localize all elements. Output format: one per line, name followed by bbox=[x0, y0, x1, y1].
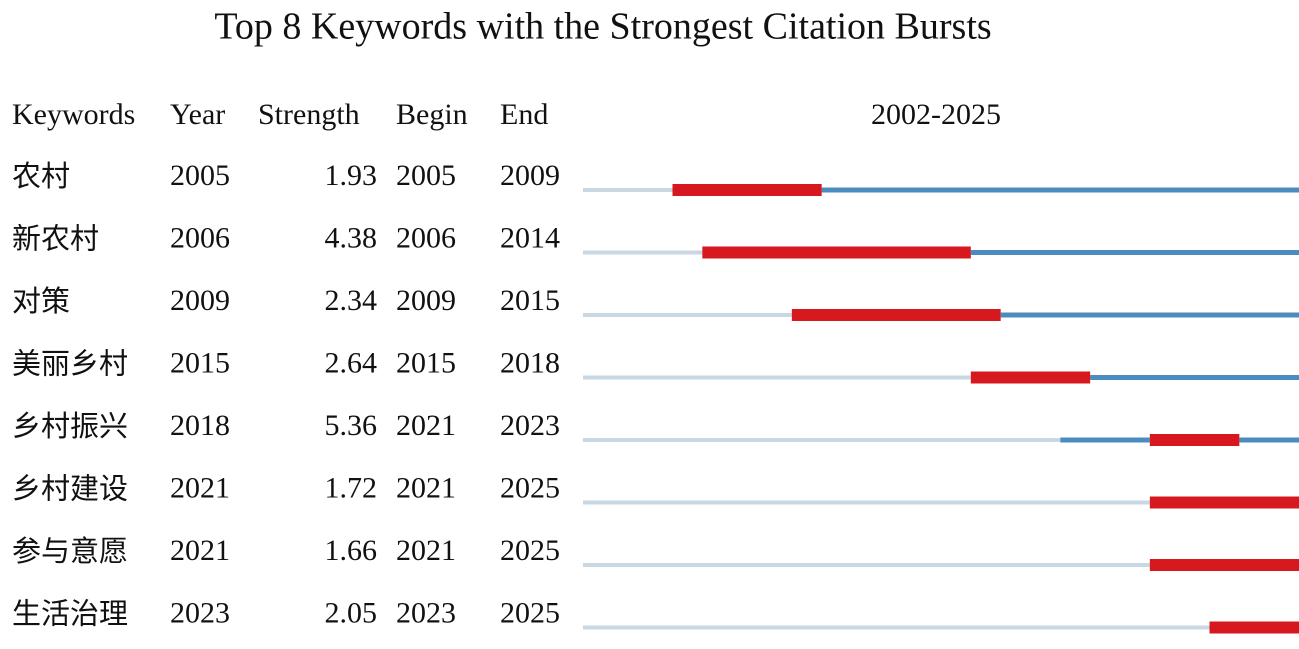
keyword-label: 参与意愿 bbox=[12, 534, 128, 568]
strength-label: 1.72 bbox=[325, 471, 378, 504]
strength-label: 4.38 bbox=[325, 221, 378, 254]
year-label: 2023 bbox=[170, 596, 230, 629]
column-header: Strength bbox=[258, 98, 360, 131]
keyword-label: 农村 bbox=[12, 159, 70, 193]
column-header: End bbox=[500, 98, 548, 131]
keyword-label: 乡村振兴 bbox=[12, 409, 128, 443]
begin-label: 2023 bbox=[396, 596, 456, 629]
begin-label: 2006 bbox=[396, 221, 456, 254]
year-label: 2009 bbox=[170, 284, 230, 317]
begin-label: 2021 bbox=[396, 471, 456, 504]
column-header: Year bbox=[170, 98, 225, 131]
strength-label: 2.34 bbox=[325, 284, 378, 317]
active-period bbox=[1090, 375, 1299, 380]
year-label: 2021 bbox=[170, 471, 230, 504]
burst-bar bbox=[1149, 496, 1299, 509]
keyword-label: 生活治理 bbox=[12, 597, 128, 631]
strength-label: 2.64 bbox=[325, 346, 378, 379]
begin-label: 2009 bbox=[396, 284, 456, 317]
keyword-label: 对策 bbox=[12, 284, 70, 318]
end-label: 2014 bbox=[500, 221, 560, 254]
pre-period bbox=[583, 625, 1210, 630]
strength-label: 1.66 bbox=[325, 534, 378, 567]
burst-bar bbox=[702, 246, 971, 259]
begin-label: 2015 bbox=[396, 346, 456, 379]
year-label: 2006 bbox=[170, 221, 230, 254]
active-period bbox=[1239, 437, 1299, 443]
begin-label: 2021 bbox=[396, 534, 456, 567]
burst-bar bbox=[970, 371, 1091, 384]
year-label: 2005 bbox=[170, 159, 230, 192]
keyword-label: 乡村建设 bbox=[12, 472, 128, 506]
active-period bbox=[970, 250, 1299, 255]
column-header: Begin bbox=[396, 98, 468, 131]
strength-label: 2.05 bbox=[325, 596, 378, 629]
active-period bbox=[1060, 437, 1150, 443]
burst-bar bbox=[1209, 621, 1299, 634]
pre-period bbox=[583, 438, 1061, 442]
keyword-label: 美丽乡村 bbox=[12, 347, 128, 381]
end-label: 2009 bbox=[500, 159, 560, 192]
pre-period bbox=[583, 188, 673, 192]
burst-bar bbox=[1149, 559, 1299, 571]
end-label: 2025 bbox=[500, 534, 560, 567]
burst-bar bbox=[1149, 434, 1240, 446]
end-label: 2015 bbox=[500, 284, 560, 317]
pre-period bbox=[583, 500, 1150, 505]
strength-label: 5.36 bbox=[325, 409, 378, 442]
pre-period bbox=[583, 313, 792, 317]
end-label: 2025 bbox=[500, 471, 560, 504]
active-period bbox=[1000, 312, 1299, 318]
keyword-label: 新农村 bbox=[12, 222, 99, 256]
burst-bar bbox=[672, 184, 822, 196]
year-label: 2018 bbox=[170, 409, 230, 442]
active-period bbox=[821, 187, 1299, 193]
column-header: Keywords bbox=[12, 98, 135, 131]
period-label: 2002-2025 bbox=[871, 98, 1001, 131]
begin-label: 2005 bbox=[396, 159, 456, 192]
pre-period bbox=[583, 250, 703, 255]
begin-label: 2021 bbox=[396, 409, 456, 442]
end-label: 2025 bbox=[500, 596, 560, 629]
chart-title: Top 8 Keywords with the Strongest Citati… bbox=[214, 6, 991, 48]
year-label: 2021 bbox=[170, 534, 230, 567]
pre-period bbox=[583, 375, 971, 380]
end-label: 2018 bbox=[500, 346, 560, 379]
burst-bar bbox=[791, 309, 1001, 321]
year-label: 2015 bbox=[170, 346, 230, 379]
end-label: 2023 bbox=[500, 409, 560, 442]
pre-period bbox=[583, 563, 1150, 567]
strength-label: 1.93 bbox=[325, 159, 378, 192]
